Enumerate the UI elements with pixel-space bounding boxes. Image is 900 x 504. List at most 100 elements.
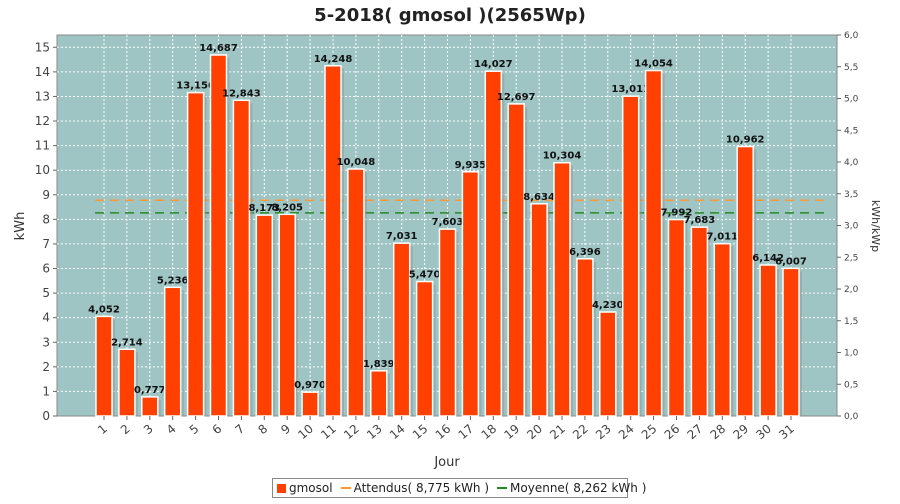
x-tick-label: 17 — [456, 422, 477, 443]
legend-swatch-moyenne — [497, 487, 508, 489]
plot-area: 01234567891011121314150,00,51,01,52,02,5… — [35, 31, 859, 442]
x-tick-label: 15 — [410, 422, 431, 443]
x-tick-label: 26 — [662, 422, 683, 443]
data-label: 12,843 — [222, 88, 261, 99]
bar — [278, 213, 296, 417]
y-tick-label: 8 — [42, 212, 50, 226]
y2-tick-label: 3,0 — [844, 222, 859, 232]
x-tick-label: 8 — [255, 422, 270, 438]
data-label: 12,697 — [497, 92, 536, 103]
y2-tick-label: 4,5 — [844, 126, 858, 136]
legend-item-gmosol: gmosol — [277, 481, 333, 495]
data-label: 7,992 — [661, 208, 693, 219]
x-tick-label: 9 — [278, 422, 293, 438]
legend-label-gmosol: gmosol — [289, 481, 333, 495]
data-label: 7,603 — [432, 217, 464, 228]
data-label: 8,634 — [523, 192, 555, 203]
data-label: 10,304 — [543, 151, 582, 162]
x-tick-label: 28 — [708, 422, 729, 443]
bar — [576, 258, 594, 417]
bar — [690, 226, 709, 417]
y-tick-label: 3 — [42, 335, 50, 349]
y-tick-label: 14 — [35, 65, 50, 79]
bar — [255, 214, 274, 417]
data-label: 2,714 — [111, 337, 143, 348]
bar — [324, 65, 342, 417]
y-axis-label: kWh — [13, 212, 28, 241]
y-tick-label: 6 — [42, 262, 50, 276]
x-tick-label: 27 — [685, 422, 706, 443]
bar — [461, 171, 480, 417]
x-tick-label: 18 — [479, 422, 500, 443]
x-tick-label: 1 — [95, 422, 110, 438]
bar — [392, 242, 411, 417]
data-label: 14,027 — [474, 59, 513, 70]
legend-label-attendus: Attendus( 8,775 kWh ) — [353, 481, 490, 495]
y-tick-label: 5 — [42, 286, 50, 300]
data-label: 7,683 — [684, 215, 716, 226]
data-label: 6,007 — [775, 256, 807, 267]
x-tick-label: 5 — [187, 422, 202, 438]
data-label: 6,396 — [569, 247, 601, 258]
y2-tick-label: 5,0 — [844, 95, 859, 105]
bar — [118, 348, 136, 417]
bar — [209, 54, 228, 417]
bar — [232, 99, 251, 417]
data-label: 14,054 — [634, 59, 673, 70]
bar — [759, 264, 777, 417]
data-label: 13,156 — [176, 81, 215, 92]
y-tick-label: 2 — [42, 360, 50, 374]
data-label: 14,248 — [314, 54, 353, 65]
x-tick-label: 12 — [341, 422, 362, 443]
data-label: 5,236 — [157, 275, 189, 286]
bar — [507, 103, 525, 417]
x-tick-label: 2 — [118, 422, 133, 438]
data-label: 7,011 — [706, 232, 738, 243]
data-label: 10,048 — [337, 157, 376, 168]
y-tick-label: 0 — [42, 409, 50, 423]
bar — [415, 280, 434, 417]
x-tick-label: 21 — [547, 422, 568, 443]
y-tick-label: 12 — [35, 114, 50, 128]
bar — [621, 95, 640, 417]
bar — [667, 218, 686, 417]
x-tick-label: 11 — [318, 422, 339, 443]
bar — [782, 267, 800, 417]
y2-tick-label: 2,5 — [844, 253, 858, 263]
y-tick-label: 4 — [42, 311, 50, 325]
data-label: 5,470 — [409, 270, 441, 281]
x-tick-label: 6 — [210, 422, 225, 438]
x-tick-label: 30 — [753, 422, 774, 443]
x-axis-label: Jour — [433, 455, 460, 470]
x-tick-label: 13 — [364, 422, 385, 443]
data-label: 8,173 — [248, 203, 280, 214]
legend-item-attendus: Attendus( 8,775 kWh ) — [340, 481, 490, 495]
data-label: 1,839 — [363, 359, 395, 370]
x-tick-label: 14 — [387, 422, 408, 443]
legend-item-moyenne: Moyenne( 8,262 kWh ) — [497, 481, 646, 495]
bar — [301, 391, 319, 417]
bar — [95, 315, 113, 417]
bar — [553, 161, 571, 417]
y-tick-label: 9 — [42, 188, 50, 202]
x-tick-label: 31 — [776, 422, 797, 443]
x-tick-label: 4 — [164, 422, 179, 438]
data-label: 4,052 — [88, 304, 120, 315]
legend-swatch-attendus — [340, 487, 351, 489]
data-label: 0,970 — [294, 380, 326, 391]
y-tick-label: 11 — [35, 139, 50, 153]
data-label: 8,205 — [271, 202, 303, 213]
x-tick-label: 29 — [730, 422, 751, 443]
y-tick-label: 7 — [42, 237, 50, 251]
data-label: 6,142 — [752, 253, 784, 264]
data-label: 10,962 — [726, 135, 765, 146]
data-label: 0,777 — [134, 385, 166, 396]
x-tick-label: 3 — [141, 422, 156, 438]
bar — [347, 168, 365, 417]
bar — [530, 203, 548, 417]
data-label: 9,935 — [455, 160, 487, 171]
y2-tick-label: 6,0 — [844, 31, 859, 41]
x-tick-label: 23 — [593, 422, 614, 443]
